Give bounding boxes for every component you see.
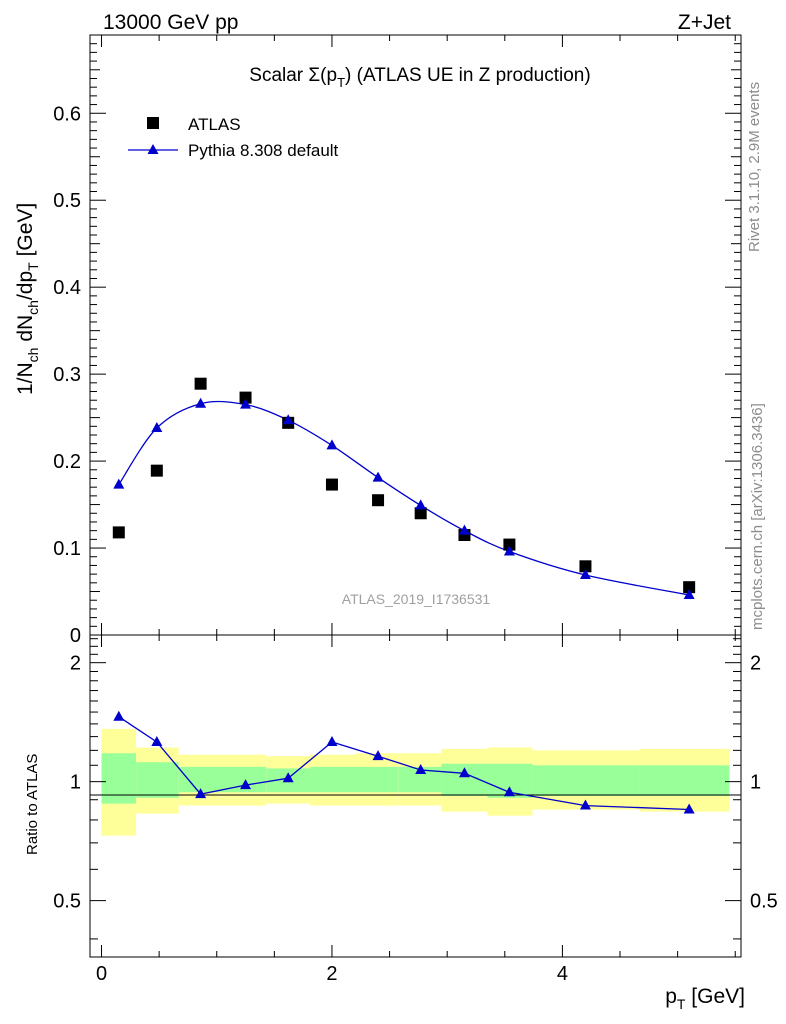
main-y-tick-labels: 0 0.1 0.2 0.3 0.4 0.5 0.6 [53, 103, 81, 647]
uncertainty-band-inner [639, 765, 730, 796]
ratio-mc-point [458, 767, 470, 778]
uncertainty-band-inner [532, 765, 640, 796]
ratio-mc-point [372, 750, 384, 761]
header-right: Z+Jet [678, 11, 731, 34]
ratio-y-tick-label-right: 0.5 [750, 891, 778, 913]
ratio-mc-point [282, 772, 294, 783]
main-plot-marks [112, 377, 696, 599]
mc-point-pythia [372, 471, 384, 482]
ratio-y-tick-label: 1 [70, 772, 81, 794]
main-y-tick-label: 0.6 [53, 103, 81, 125]
legend-marker-pythia [147, 144, 159, 154]
ratio-panel: 0 2 4 0.5 0.5 1 1 2 2 Ratio to ATLAS pT [GeV] [24, 634, 778, 1012]
main-y-tick-label: 0.5 [53, 190, 81, 212]
uncertainty-band-inner [136, 762, 179, 798]
data-point-atlas [414, 507, 427, 520]
main-y-tick-label: 0.3 [53, 364, 81, 386]
ratio-y-tick-label-right: 1 [750, 772, 761, 794]
ratio-y-tick-label: 0.5 [53, 891, 81, 913]
ratio-y-axis-label: Ratio to ATLAS [24, 754, 41, 855]
mc-point-pythia [240, 398, 252, 409]
ratio-y-tick-label-right: 2 [750, 653, 761, 675]
main-y-tick-label: 0.2 [53, 451, 81, 473]
mc-point-pythia [458, 524, 470, 535]
ratio-mc-point [503, 786, 515, 797]
mc-point-pythia [151, 422, 163, 433]
mc-point-pythia [683, 589, 695, 599]
data-point-atlas [372, 494, 385, 507]
data-point-atlas [579, 560, 592, 573]
analysis-watermark: ATLAS_2019_I1736531 [342, 591, 491, 607]
ratio-y-ticks: 0.5 0.5 1 1 2 2 [53, 638, 778, 940]
mc-point-pythia [326, 439, 338, 450]
data-point-atlas [683, 581, 696, 594]
ratio-x-ticks: 0 2 4 [96, 635, 736, 985]
mc-point-pythia [503, 545, 515, 556]
main-y-tick-label: 0.1 [53, 538, 81, 560]
ratio-mc-point [240, 779, 252, 790]
chart-title: Scalar Σ(pT) (ATLAS UE in Z production) [249, 65, 590, 90]
side-text-top: Rivet 3.1.10, 2.9M events [746, 82, 763, 252]
ratio-y-tick-label: 2 [70, 653, 81, 675]
uncertainty-band-inner [178, 766, 223, 793]
legend-label-pythia: Pythia 8.308 default [188, 141, 339, 160]
mc-point-pythia [415, 499, 427, 510]
mc-point-pythia [195, 397, 207, 408]
ratio-mc-point [415, 764, 427, 775]
legend-marker-atlas [147, 117, 159, 129]
legend: ATLAS Pythia 8.308 default [128, 115, 339, 160]
data-point-atlas [194, 377, 207, 390]
ratio-mc-point [326, 735, 338, 746]
data-point-atlas [239, 391, 252, 404]
x-tick-label: 2 [326, 963, 337, 985]
main-y-tick-label: 0.4 [53, 277, 81, 299]
mc-point-pythia [113, 478, 125, 489]
ratio-mc-point [195, 788, 207, 799]
main-y-ticks [90, 43, 741, 636]
ratio-mc-point [683, 803, 695, 814]
data-point-atlas [112, 526, 125, 539]
mc-point-pythia [282, 414, 294, 425]
main-y-axis-label: 1/Nch dNch/dpT [GeV] [14, 203, 41, 395]
main-x-ticks [101, 35, 736, 635]
main-panel: 0 0.1 0.2 0.3 0.4 0.5 0.6 Scalar Σ(pT) (ATLAS … [14, 34, 742, 647]
header-left: 13000 GeV pp [103, 11, 238, 34]
uncertainty-band-inner [355, 766, 399, 793]
data-point-atlas [325, 478, 338, 491]
side-text-bottom: mcplots.cern.ch [arXiv:1306.3436] [749, 403, 766, 630]
x-tick-label: 0 [96, 963, 107, 985]
x-tick-label: 4 [557, 963, 568, 985]
data-point-atlas [503, 538, 516, 551]
legend-label-atlas: ATLAS [188, 115, 241, 134]
ratio-plot-marks [113, 710, 695, 814]
uncertainty-band-inner [310, 766, 356, 793]
ratio-frame [89, 634, 742, 958]
ratio-mc-point [113, 710, 125, 721]
uncertainty-band-inner [101, 753, 137, 804]
ratio-mc-line [118, 716, 690, 811]
data-point-atlas [150, 464, 163, 477]
mc-point-pythia [579, 569, 591, 579]
main-y-tick-label: 0 [70, 625, 81, 647]
ratio-mc-point [151, 735, 163, 746]
mc-curve [118, 400, 690, 596]
x-axis-label: pT [GeV] [665, 985, 745, 1012]
ratio-uncertainty-bands [101, 728, 730, 836]
ratio-mc-point [579, 799, 591, 810]
